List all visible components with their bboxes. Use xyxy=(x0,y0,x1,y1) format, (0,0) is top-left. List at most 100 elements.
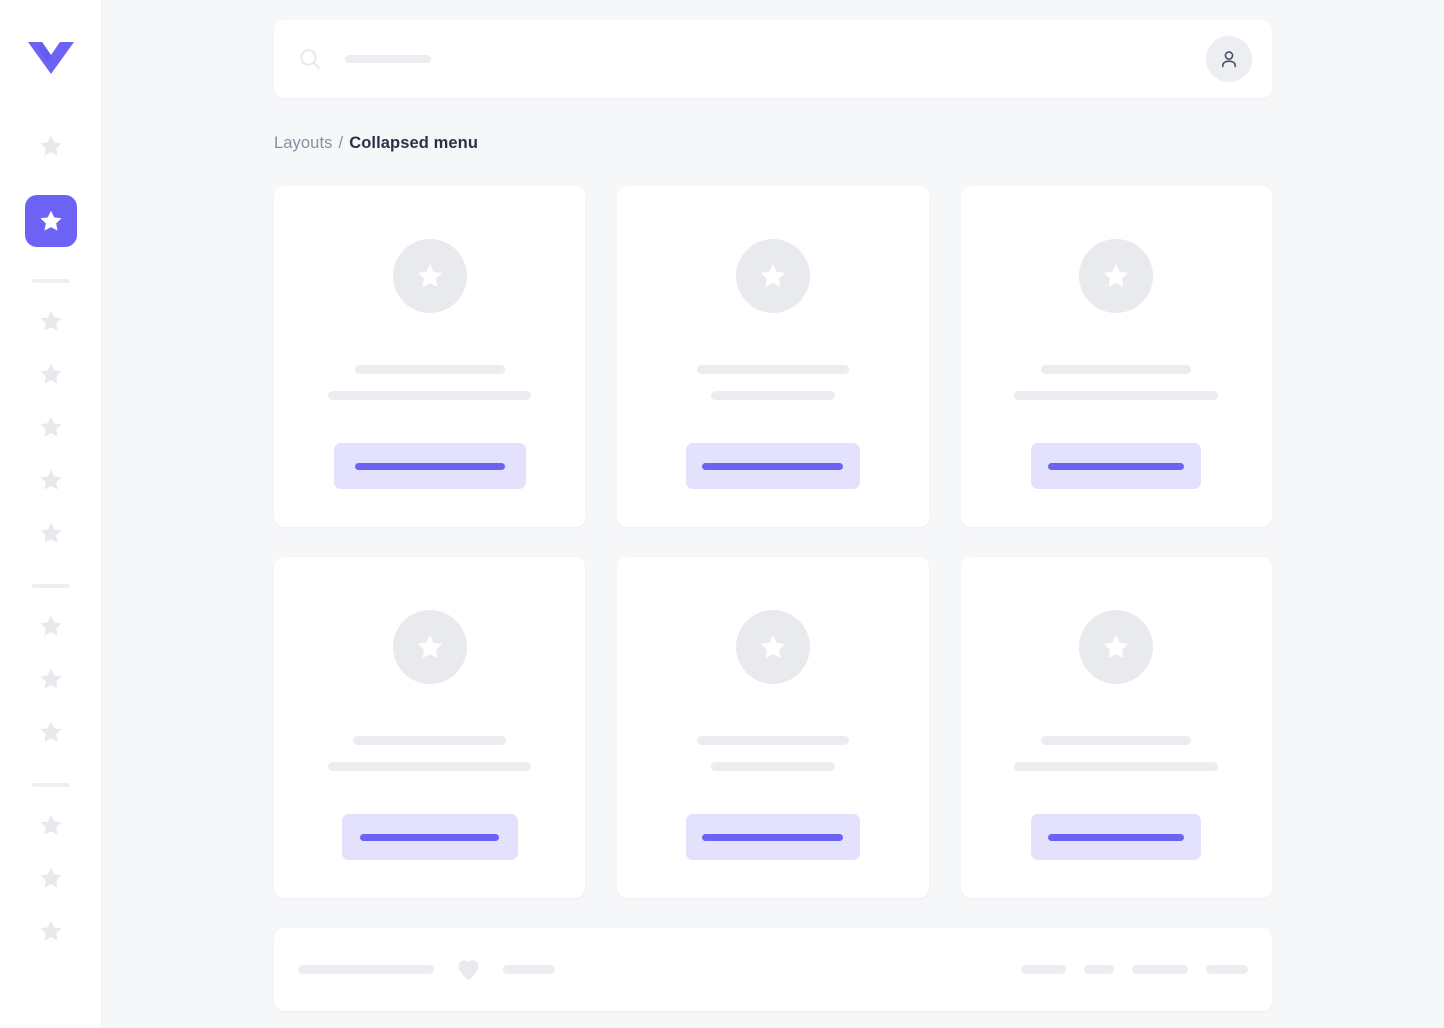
sidebar-item-1[interactable] xyxy=(25,120,77,172)
card-button-label-skeleton xyxy=(1048,833,1185,841)
card-button-label-skeleton xyxy=(354,462,505,470)
sidebar-item-12[interactable] xyxy=(25,852,77,904)
star-icon xyxy=(39,416,62,437)
sidebar-item-8[interactable] xyxy=(25,600,77,652)
sidebar xyxy=(0,0,102,1028)
star-icon xyxy=(39,310,62,331)
sidebar-group-primary xyxy=(24,120,77,249)
card-item[interactable] xyxy=(617,557,929,898)
footer-link-bar[interactable] xyxy=(1132,965,1188,974)
card-item[interactable] xyxy=(960,186,1272,527)
star-icon xyxy=(39,814,62,835)
card-avatar xyxy=(392,610,467,684)
card-subtitle-line xyxy=(328,762,532,771)
star-icon xyxy=(760,264,786,288)
sidebar-group-secondary xyxy=(25,295,77,560)
breadcrumb: Layouts / Collapsed menu xyxy=(274,134,1272,153)
card-action-button[interactable] xyxy=(333,443,526,489)
footer-link-bar[interactable] xyxy=(1206,965,1248,974)
card-action-button[interactable] xyxy=(1031,443,1202,489)
card-avatar xyxy=(392,239,467,313)
star-icon xyxy=(39,135,62,156)
sidebar-item-9[interactable] xyxy=(25,653,77,705)
card-avatar xyxy=(1079,239,1154,313)
star-icon xyxy=(39,721,62,742)
card-subtitle-line xyxy=(710,391,835,400)
star-icon xyxy=(39,920,62,941)
footer-link-bar[interactable] xyxy=(1021,965,1066,974)
card-avatar xyxy=(735,239,810,313)
sidebar-item-11[interactable] xyxy=(25,799,77,851)
footer-right-group xyxy=(1021,965,1248,974)
card-action-button[interactable] xyxy=(1031,814,1202,860)
footer-primary-bar xyxy=(298,965,434,974)
sidebar-divider-3 xyxy=(31,783,70,787)
breadcrumb-separator: / xyxy=(338,134,344,152)
footer-left-group xyxy=(298,958,555,981)
star-icon xyxy=(760,635,786,659)
star-icon xyxy=(39,522,62,543)
sidebar-item-7[interactable] xyxy=(25,507,77,559)
card-button-label-skeleton xyxy=(702,833,844,841)
star-icon xyxy=(417,635,442,659)
star-icon xyxy=(39,363,62,384)
search-icon xyxy=(300,49,320,69)
card-text-skeleton xyxy=(1014,365,1219,400)
card-title-line xyxy=(1041,736,1192,745)
chevron-down-logo-icon xyxy=(27,42,74,74)
sidebar-item-3[interactable] xyxy=(25,295,77,347)
card-action-button[interactable] xyxy=(341,814,518,860)
card-item[interactable] xyxy=(960,557,1272,898)
search-input-placeholder[interactable] xyxy=(345,55,431,63)
star-icon xyxy=(39,867,62,888)
card-text-skeleton xyxy=(696,736,849,771)
sidebar-divider-2 xyxy=(31,584,70,588)
app-logo[interactable] xyxy=(25,30,77,86)
card-subtitle-line xyxy=(1014,391,1219,400)
sidebar-item-13[interactable] xyxy=(25,905,77,957)
card-subtitle-line xyxy=(710,762,835,771)
sidebar-item-5[interactable] xyxy=(25,401,77,453)
card-text-skeleton xyxy=(328,365,532,400)
card-action-button[interactable] xyxy=(685,814,860,860)
sidebar-item-6[interactable] xyxy=(25,454,77,506)
star-icon xyxy=(1104,264,1129,288)
card-item[interactable] xyxy=(274,557,586,898)
card-item[interactable] xyxy=(617,186,929,527)
card-title-line xyxy=(354,365,505,374)
sidebar-item-2-active[interactable] xyxy=(24,195,77,247)
card-item[interactable] xyxy=(274,186,586,527)
user-icon xyxy=(1222,51,1236,68)
card-text-skeleton xyxy=(328,736,532,771)
card-grid xyxy=(274,186,1272,898)
main-content: Layouts / Collapsed menu xyxy=(102,0,1444,1028)
footer-link-bar[interactable] xyxy=(1084,965,1114,974)
search-bar[interactable] xyxy=(298,47,1206,71)
breadcrumb-root[interactable]: Layouts xyxy=(274,134,333,152)
sidebar-item-10[interactable] xyxy=(25,706,77,758)
sidebar-group-quaternary xyxy=(25,799,77,958)
sidebar-divider-1 xyxy=(31,279,70,283)
heart-icon[interactable] xyxy=(456,958,481,981)
card-subtitle-line xyxy=(1014,762,1219,771)
card-avatar xyxy=(1079,610,1154,684)
star-icon xyxy=(39,668,62,689)
card-text-skeleton xyxy=(1014,736,1219,771)
card-title-line xyxy=(696,736,849,745)
sidebar-item-4[interactable] xyxy=(25,348,77,400)
user-avatar-button[interactable] xyxy=(1206,36,1252,82)
card-button-label-skeleton xyxy=(360,833,500,841)
card-title-line xyxy=(696,365,849,374)
star-icon xyxy=(417,264,442,288)
card-subtitle-line xyxy=(328,391,532,400)
card-avatar xyxy=(735,610,810,684)
star-icon xyxy=(39,210,62,231)
card-text-skeleton xyxy=(696,365,849,400)
card-button-label-skeleton xyxy=(1048,462,1185,470)
star-icon xyxy=(39,615,62,636)
card-action-button[interactable] xyxy=(685,443,860,489)
breadcrumb-current: Collapsed menu xyxy=(349,134,479,152)
card-title-line xyxy=(353,736,507,745)
star-icon xyxy=(1104,635,1129,659)
